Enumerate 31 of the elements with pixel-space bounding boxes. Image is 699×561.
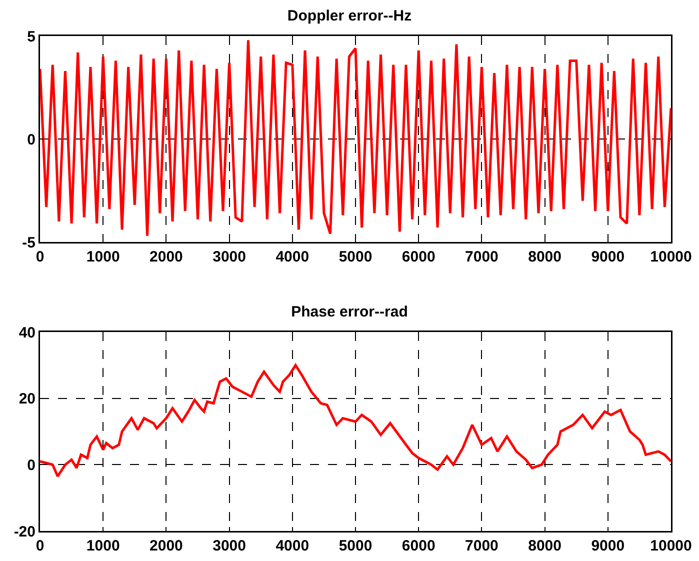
- x-tick-label: 8000: [528, 248, 562, 266]
- y-tick-label: 0: [27, 456, 36, 474]
- y-tick-label: -5: [22, 234, 36, 252]
- x-tick-label: 5000: [338, 248, 372, 266]
- x-tick-label: 5000: [338, 538, 372, 554]
- x-tick-label: 3000: [212, 538, 246, 554]
- x-tick-label: 8000: [528, 538, 562, 554]
- y-tick-label: 0: [27, 131, 36, 148]
- x-tick-label: 2000: [150, 248, 183, 266]
- x-tick-label: 7000: [465, 248, 498, 266]
- x-tick-label: 3000: [212, 248, 246, 266]
- chart-title: Phase error--rad: [291, 304, 408, 320]
- x-tick-label: 10000: [650, 248, 692, 266]
- line-series: [40, 38, 671, 238]
- x-tick-label: 9000: [591, 538, 625, 554]
- x-tick-label: 7000: [465, 538, 498, 554]
- y-tick-label: 20: [18, 390, 36, 408]
- y-tick-label: 5: [27, 28, 36, 46]
- x-tick-label: 1000: [86, 248, 120, 266]
- x-tick-label: 6000: [402, 248, 436, 266]
- line-series: [40, 364, 671, 478]
- y-tick-label: -20: [14, 523, 36, 540]
- y-tick-label: 40: [18, 324, 36, 342]
- x-tick-label: 4000: [276, 248, 310, 266]
- x-tick-label: 4000: [276, 538, 310, 554]
- x-tick-label: 9000: [591, 248, 625, 266]
- chart-title: Doppler error--Hz: [287, 8, 412, 24]
- x-tick-label: 10000: [650, 538, 692, 554]
- x-tick-label: 6000: [402, 538, 436, 554]
- x-tick-label: 2000: [150, 538, 183, 554]
- x-tick-label: 1000: [86, 538, 120, 554]
